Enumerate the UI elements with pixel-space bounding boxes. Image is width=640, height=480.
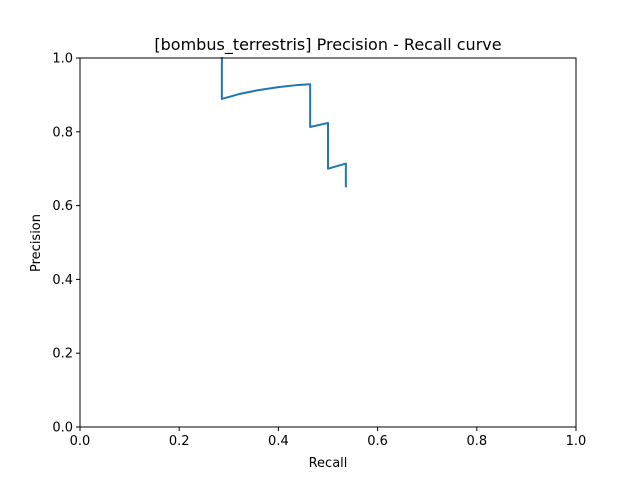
x-tick-label: 0.2	[169, 434, 190, 449]
x-axis-label: Recall	[309, 456, 348, 471]
y-tick-label: 0.6	[52, 199, 73, 214]
x-tick-label: 1.0	[566, 434, 587, 449]
y-tick-label: 0.4	[52, 273, 73, 288]
plot-area: 0.0 0.2 0.4 0.6 0.8 1.0 0.0 0.2 0.4 0.6 0.8 1.0	[52, 52, 586, 450]
y-tick-label: 1.0	[52, 52, 73, 67]
chart-title: [bombus_terrestris] Precision - Recall c…	[154, 35, 501, 55]
series-line-0	[220, 57, 347, 188]
x-tick-label: 0.6	[367, 434, 388, 449]
y-tick-label: 0.0	[52, 421, 73, 436]
y-tick-label: 0.8	[52, 125, 73, 140]
y-tick-label: 0.2	[52, 347, 73, 362]
x-tick-label: 0.4	[268, 434, 289, 449]
x-tick-label: 0.0	[70, 434, 91, 449]
axes-frame	[79, 57, 577, 428]
y-axis-label: Precision	[29, 214, 44, 272]
x-tick-label: 0.8	[466, 434, 487, 449]
